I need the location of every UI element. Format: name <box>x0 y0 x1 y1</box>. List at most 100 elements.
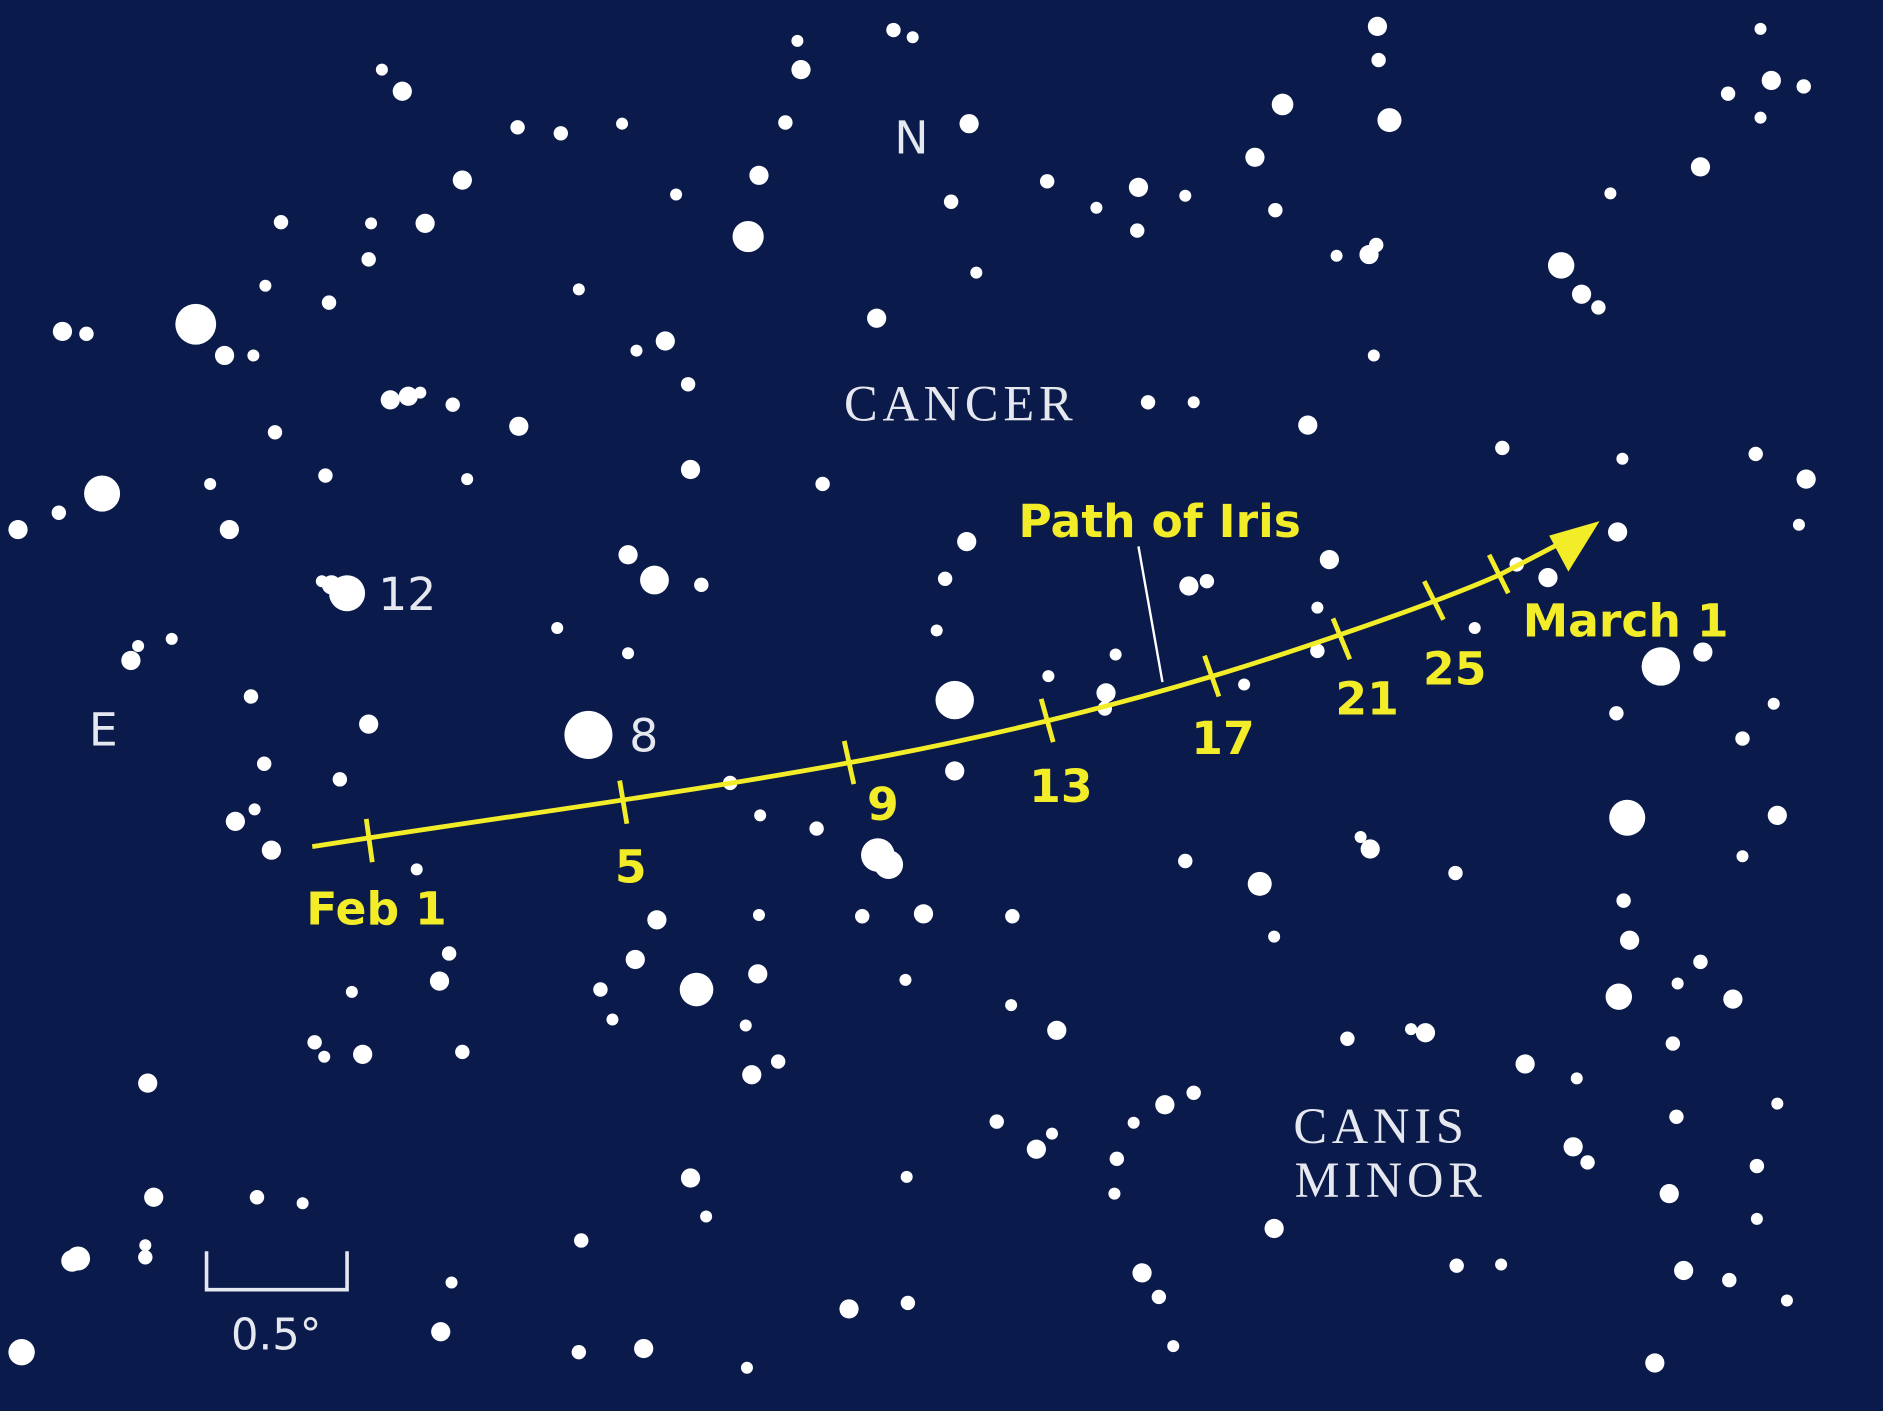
star <box>740 1361 753 1374</box>
star <box>1330 249 1343 262</box>
star <box>431 1322 451 1342</box>
star <box>551 622 564 635</box>
star <box>375 63 388 76</box>
star <box>1665 1036 1681 1051</box>
star <box>1607 522 1628 542</box>
date-label: 25 <box>1423 642 1487 695</box>
star <box>52 321 73 342</box>
star <box>8 519 28 540</box>
star <box>778 115 793 130</box>
star <box>748 964 768 984</box>
star <box>622 647 635 660</box>
star <box>1298 415 1318 435</box>
star <box>219 519 239 540</box>
date-label: March 1 <box>1523 594 1729 647</box>
star <box>970 266 983 279</box>
star <box>318 1050 331 1063</box>
star <box>1369 237 1384 253</box>
star <box>634 1338 654 1359</box>
star <box>670 188 683 201</box>
star <box>900 1295 916 1311</box>
star <box>1264 1218 1284 1239</box>
star <box>1609 799 1646 836</box>
star <box>1796 79 1811 94</box>
star <box>455 1044 470 1060</box>
star <box>937 571 953 587</box>
star <box>318 468 333 483</box>
star <box>930 624 943 637</box>
star <box>243 689 259 704</box>
star <box>392 81 412 101</box>
star <box>1693 954 1708 970</box>
star <box>679 972 714 1007</box>
star <box>353 1044 373 1064</box>
star <box>1748 446 1763 462</box>
star <box>574 1233 589 1248</box>
star <box>204 477 217 490</box>
star <box>410 863 423 876</box>
star <box>1448 865 1463 881</box>
star <box>1720 86 1736 101</box>
star <box>616 117 629 130</box>
star <box>1371 52 1386 68</box>
star <box>1130 223 1145 238</box>
star <box>509 416 529 436</box>
star <box>1140 395 1156 410</box>
star <box>1735 731 1750 746</box>
star <box>1468 622 1481 635</box>
constellation-label: MINOR <box>1295 1152 1487 1208</box>
star <box>1039 174 1055 189</box>
star <box>945 761 965 781</box>
star <box>1641 647 1681 686</box>
constellation-label: CANCER <box>844 375 1077 431</box>
scale-label: 0.5° <box>231 1311 321 1361</box>
star-magnitude-label: 12 <box>378 568 436 621</box>
star <box>138 1250 153 1265</box>
star <box>1187 396 1200 409</box>
star <box>630 344 643 357</box>
star <box>307 1035 322 1050</box>
star <box>1449 1258 1464 1273</box>
path-ticks <box>363 553 1511 863</box>
star <box>1570 1072 1583 1085</box>
star <box>1609 706 1624 721</box>
star <box>445 397 460 412</box>
star <box>625 949 645 970</box>
star <box>1151 1289 1167 1305</box>
star <box>461 473 474 486</box>
star <box>1360 839 1380 859</box>
star <box>1674 1260 1694 1281</box>
star <box>1186 1085 1201 1100</box>
star <box>445 1276 458 1289</box>
star <box>8 1338 35 1366</box>
star <box>359 714 379 734</box>
star <box>1108 1187 1121 1200</box>
star <box>886 22 901 38</box>
date-tick <box>617 780 630 825</box>
star <box>1591 300 1606 315</box>
date-label: 5 <box>615 841 647 894</box>
star <box>1750 1212 1763 1225</box>
star <box>1415 1023 1436 1043</box>
date-tick <box>1202 654 1222 698</box>
constellation-label: CANIS <box>1293 1098 1468 1154</box>
star <box>1620 930 1640 950</box>
path-arrow <box>1549 521 1600 572</box>
star <box>429 971 450 991</box>
path-line <box>311 540 1563 849</box>
star <box>1109 648 1122 661</box>
star <box>1271 93 1294 116</box>
star <box>906 31 919 44</box>
date-label: 9 <box>867 778 899 831</box>
star <box>1616 893 1631 908</box>
star <box>700 1210 713 1223</box>
date-tick <box>1330 617 1353 661</box>
star <box>1754 111 1767 124</box>
star <box>1722 1272 1737 1288</box>
star <box>791 34 804 47</box>
star <box>259 279 272 292</box>
star <box>1515 1054 1535 1074</box>
star <box>1268 930 1281 943</box>
star <box>680 377 696 392</box>
star <box>1179 576 1199 596</box>
